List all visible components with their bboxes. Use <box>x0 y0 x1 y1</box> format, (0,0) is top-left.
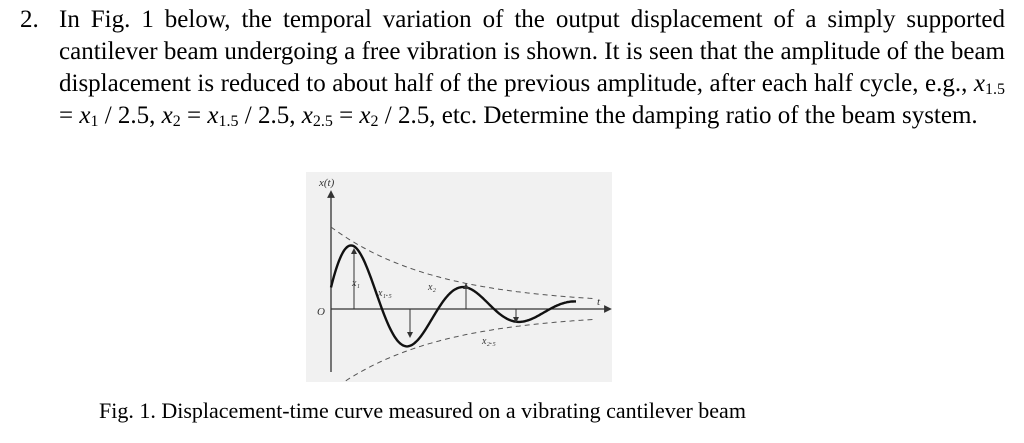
eq1-div: / 2.5, <box>98 102 162 129</box>
eq1-rhs-var: x <box>79 102 91 129</box>
origin-label: O <box>317 306 325 318</box>
eq3-sub: 2.5 <box>312 113 333 130</box>
problem-statement: 2. In Fig. 1 below, the temporal variati… <box>20 4 1005 132</box>
eq1-sub: 1.5 <box>985 81 1005 98</box>
x1-5-label: x₁.₅ <box>377 288 392 299</box>
problem-number: 2. <box>20 6 39 33</box>
problem-text-part-1: In Fig. 1 below, the temporal variation … <box>59 6 1005 97</box>
eq3-var: x <box>301 102 313 129</box>
x2-5-label: x₂.₅ <box>481 336 496 347</box>
eq2-rhs-var: x <box>207 102 219 129</box>
eq2-var: x <box>161 102 173 129</box>
eq1-equals: = <box>59 102 80 129</box>
x2-label: x₂ <box>427 282 436 293</box>
eq2-div: / 2.5, <box>238 102 302 129</box>
problem-text: In Fig. 1 below, the temporal variation … <box>59 4 1005 132</box>
displacement-time-plot: x(t) O t x₁ x₁.₅ x₂ x₂.₅ <box>317 177 612 382</box>
lower-envelope <box>343 318 596 382</box>
eq2-sub: 2 <box>172 113 181 130</box>
problem-text-part-2: Determine the damping ratio of the beam … <box>477 102 978 129</box>
eq3-rhs-var: x <box>359 102 371 129</box>
displacement-time-figure: x(t) O t x₁ x₁.₅ x₂ x₂.₅ <box>306 172 612 382</box>
x1-label: x₁ <box>351 278 360 289</box>
t-axis-label: t <box>597 296 601 308</box>
displacement-curve <box>329 244 576 348</box>
figure-caption: Fig. 1. Displacement-time curve measured… <box>99 398 746 423</box>
y-axis-label: x(t) <box>318 177 335 189</box>
eq2-equals: = <box>180 102 208 129</box>
eq2-rhs-sub: 1.5 <box>218 113 239 130</box>
eq3-equals: = <box>332 102 360 129</box>
eq3-div: / 2.5, etc. <box>378 102 478 129</box>
eq1-var: x <box>973 70 985 97</box>
eq3-rhs-sub: 2 <box>370 113 379 130</box>
eq1-rhs-sub: 1 <box>90 113 99 130</box>
upper-envelope <box>330 226 596 300</box>
